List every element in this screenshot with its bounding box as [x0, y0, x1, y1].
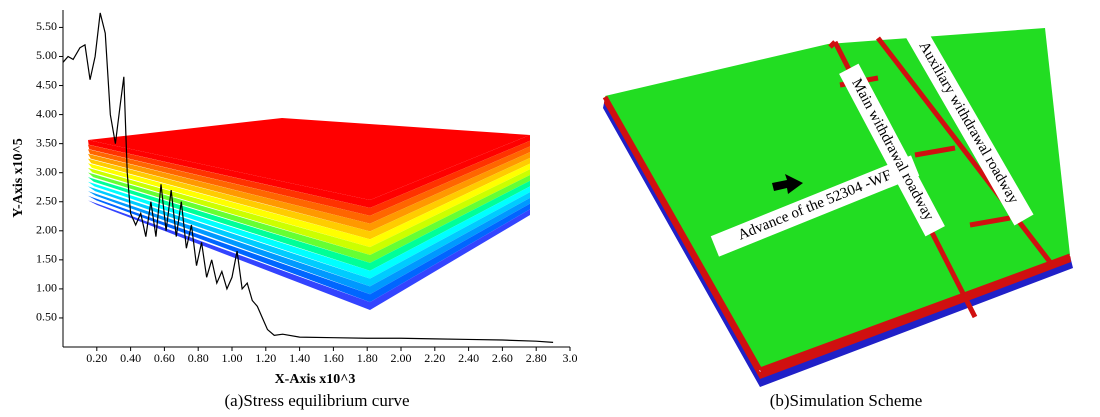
x-tick-label: 2.40 [458, 351, 479, 365]
y-tick-label: 4.50 [36, 77, 57, 91]
roadway-line [830, 42, 835, 47]
figure: 0.50 1.00 1.50 2.00 2.50 3.00 3.50 4.00 4.50 5.00… [0, 0, 1100, 417]
y-tick-label: 2.00 [36, 223, 57, 237]
y-tick-label: 5.50 [36, 19, 57, 33]
figure-svg: 0.50 1.00 1.50 2.00 2.50 3.00 3.50 4.00 4.50 5.00… [0, 0, 1100, 417]
y-tick-label: 1.50 [36, 252, 57, 266]
x-tick-label: 0.40 [120, 351, 141, 365]
y-tick-label: 3.00 [36, 164, 57, 178]
x-tick-label: 0.20 [86, 351, 107, 365]
caption-b: (b)Simulation Scheme [770, 391, 923, 410]
caption-a: (a)Stress equilibrium curve [224, 391, 409, 410]
x-tick-label: 2.20 [424, 351, 445, 365]
x-tick-label: 2.60 [492, 351, 513, 365]
x-tick-label: 1.60 [323, 351, 344, 365]
x-tick-label: 2.80 [526, 351, 547, 365]
model-slab [88, 118, 530, 310]
y-tick-label: 4.00 [36, 106, 57, 120]
x-tick-label: 1.00 [222, 351, 243, 365]
x-tick-label: 3.0 [563, 351, 578, 365]
x-tick-label: 1.20 [255, 351, 276, 365]
y-tick-label: 0.50 [36, 310, 57, 324]
y-tick-label: 2.50 [36, 193, 57, 207]
x-tick-label: 0.80 [188, 351, 209, 365]
x-tick-label: 0.60 [154, 351, 175, 365]
simulation-model: Advance of the 52304 -WF Main withdrawal… [603, 21, 1073, 387]
y-axis-label: Y-Axis x10^5 [11, 138, 26, 218]
y-tick-label: 5.00 [36, 48, 57, 62]
x-axis-label: X-Axis x10^3 [275, 372, 356, 387]
x-tick-label: 2.00 [391, 351, 412, 365]
x-tick-label: 1.40 [289, 351, 310, 365]
y-tick-label: 3.50 [36, 135, 57, 149]
y-tick-label: 1.00 [36, 281, 57, 295]
x-tick-label: 1.80 [357, 351, 378, 365]
